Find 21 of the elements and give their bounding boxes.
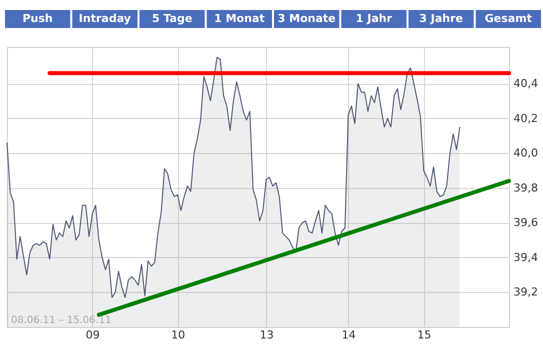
text: 3 Jahre: [419, 12, 463, 25]
y-tick-label: 39,4: [514, 250, 538, 264]
x-tick-label: 10: [171, 328, 186, 342]
text: 1 Monat: [214, 12, 265, 25]
y-tick-label: 39,8: [514, 181, 538, 194]
text: 5 Tage: [152, 12, 192, 25]
y-tick-label: 39,2: [514, 286, 538, 299]
x-tick-label: 09: [86, 328, 100, 342]
text: 3 Monate: [278, 12, 336, 25]
annotation: 08.06.11 – 15.06.11: [11, 315, 112, 326]
text: Gesamt: [484, 12, 532, 25]
text: Push: [22, 12, 53, 25]
text: 1 Jahr: [356, 12, 393, 25]
x-tick-label: 13: [260, 328, 274, 342]
x-tick-label: 14: [342, 328, 356, 342]
y-tick-label: 39,6: [514, 216, 538, 230]
x-tick-label: 15: [417, 328, 432, 342]
text: Intraday: [78, 12, 131, 25]
y-tick-label: 40,2: [514, 112, 538, 125]
y-tick-label: 40,4: [514, 77, 538, 90]
y-tick-label: 40,0: [514, 146, 538, 160]
